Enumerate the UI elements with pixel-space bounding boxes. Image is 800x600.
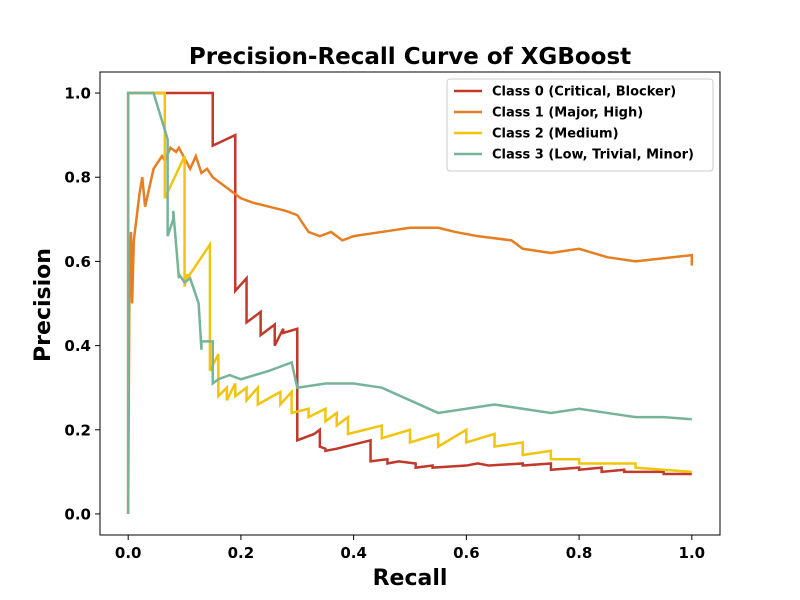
series-line-class-1	[126, 145, 694, 514]
y-axis: 0.0 0.2 0.4 0.6 0.8 1.0	[64, 85, 100, 523]
x-tick-label: 1.0	[679, 544, 706, 562]
y-tick-label: 0.2	[64, 421, 91, 439]
legend-box	[446, 78, 714, 172]
legend-label-class-0: Class 0 (Critical, Blocker)	[492, 85, 676, 100]
x-axis: 0.0 0.2 0.4 0.6 0.8 1.0	[115, 535, 705, 562]
y-tick-label: 0.6	[64, 253, 91, 271]
chart-title: Precision-Recall Curve of XGBoost	[189, 44, 631, 70]
legend: Class 0 (Critical, Blocker) Class 1 (Majo…	[446, 78, 714, 172]
y-tick-label: 1.0	[64, 85, 91, 103]
series-line-class-0	[126, 91, 692, 514]
y-tick-label: 0.0	[64, 505, 91, 523]
x-tick-label: 0.0	[115, 544, 142, 562]
y-tick-label: 0.4	[64, 337, 91, 355]
x-tick-label: 0.8	[566, 544, 593, 562]
legend-label-class-3: Class 3 (Low, Trivial, Minor)	[492, 148, 694, 163]
legend-label-class-2: Class 2 (Medium)	[492, 127, 619, 142]
x-tick-label: 0.2	[228, 544, 255, 562]
y-axis-label: Precision	[31, 248, 56, 362]
series-line-class-2	[126, 91, 692, 514]
y-tick-label: 0.8	[64, 169, 91, 187]
series-line-class-3	[126, 91, 692, 514]
x-axis-label: Recall	[373, 566, 448, 591]
x-tick-label: 0.4	[340, 544, 367, 562]
plot-frame	[99, 71, 721, 536]
legend-label-class-1: Class 1 (Major, High)	[492, 106, 643, 121]
x-tick-label: 0.6	[453, 544, 480, 562]
series-layer	[126, 91, 694, 514]
